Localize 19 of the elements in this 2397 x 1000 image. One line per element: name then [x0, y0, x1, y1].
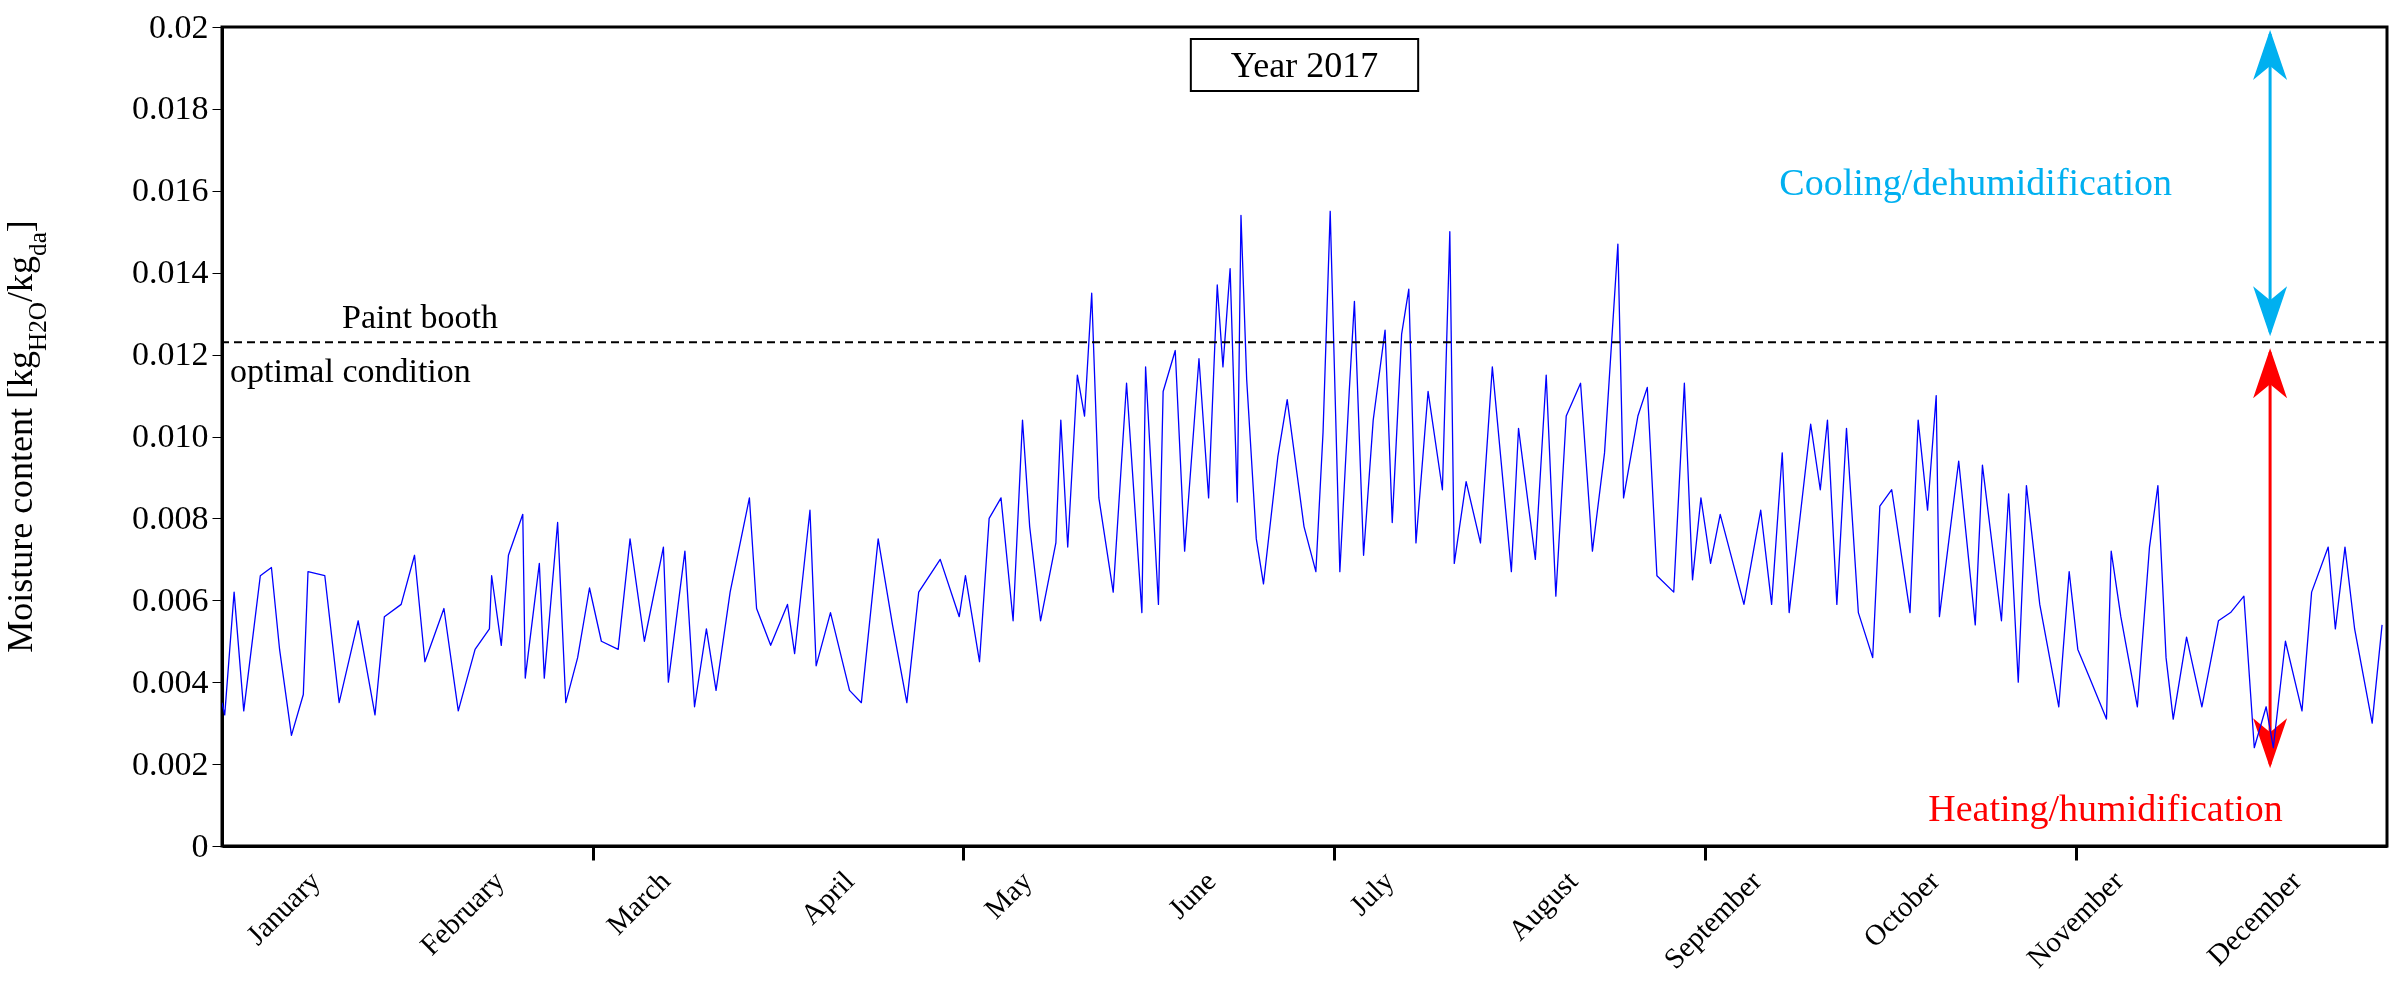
- y-tick-label: 0.004: [132, 662, 209, 700]
- text: Year 2017: [1230, 45, 1379, 85]
- line-series: [222, 210, 2383, 749]
- y-tick-label: 0.006: [132, 580, 209, 618]
- y-tick-label: 0: [191, 826, 209, 864]
- y-tick-label: 0.002: [132, 744, 209, 782]
- x-tick-label: July: [1342, 864, 1400, 922]
- ref-line-label: Paint booth optimal condition: [230, 298, 498, 390]
- annotation: Cooling/dehumidification: [1779, 160, 2172, 203]
- y-tick-label: 0.018: [132, 89, 209, 127]
- x-tick-label: May: [977, 864, 1039, 925]
- y-tick-label: 0.02: [149, 7, 209, 45]
- y-tick-label: 0.010: [132, 417, 209, 454]
- y-tick-label: 0.012: [132, 335, 209, 373]
- x-tick-label: June: [1161, 864, 1222, 925]
- y-tick-label: 0.014: [132, 253, 209, 291]
- annotation: Heating/humidification: [1928, 787, 2283, 830]
- y-tick-label: 0.008: [132, 498, 209, 536]
- y-tick-label: 0.016: [132, 171, 209, 209]
